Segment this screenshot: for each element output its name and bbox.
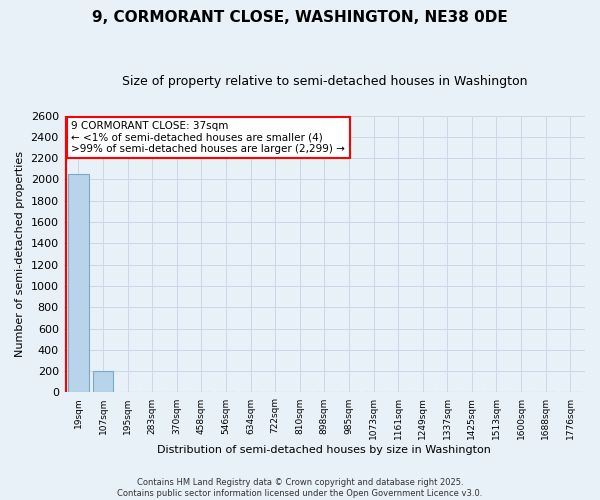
Text: Contains HM Land Registry data © Crown copyright and database right 2025.
Contai: Contains HM Land Registry data © Crown c…	[118, 478, 482, 498]
Y-axis label: Number of semi-detached properties: Number of semi-detached properties	[15, 151, 25, 357]
X-axis label: Distribution of semi-detached houses by size in Washington: Distribution of semi-detached houses by …	[157, 445, 491, 455]
Text: 9 CORMORANT CLOSE: 37sqm
← <1% of semi-detached houses are smaller (4)
>99% of s: 9 CORMORANT CLOSE: 37sqm ← <1% of semi-d…	[71, 121, 346, 154]
Title: Size of property relative to semi-detached houses in Washington: Size of property relative to semi-detach…	[122, 75, 527, 88]
Bar	[68, 174, 89, 392]
Bar	[92, 371, 113, 392]
Text: 9, CORMORANT CLOSE, WASHINGTON, NE38 0DE: 9, CORMORANT CLOSE, WASHINGTON, NE38 0DE	[92, 10, 508, 25]
